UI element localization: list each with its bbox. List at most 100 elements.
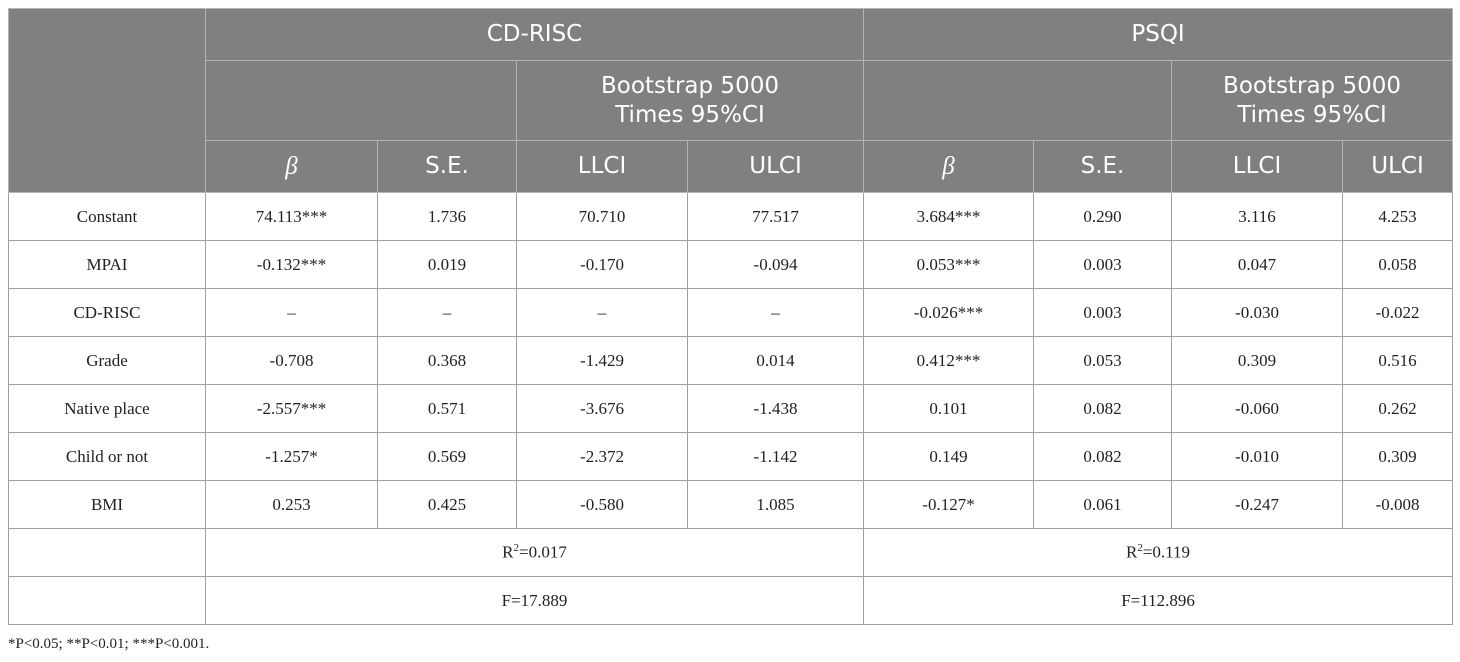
cell: 0.101 [863, 384, 1034, 433]
column-header: β [863, 140, 1034, 193]
data-row: Constant 74.113*** 1.736 70.710 77.517 3.684*… [8, 192, 1454, 241]
column-header: S.E. [377, 140, 517, 193]
cell: 0.412*** [863, 336, 1034, 385]
cell: 0.003 [1033, 288, 1172, 337]
data-row: Native place -2.557*** 0.571 -3.676 -1.438 0.… [8, 384, 1454, 433]
subgroup-header: Bootstrap 5000 Times 95%CI [516, 60, 864, 141]
table-body: Constant 74.113*** 1.736 70.710 77.517 3.684*… [8, 192, 1454, 625]
cell: -0.030 [1171, 288, 1343, 337]
column-header: S.E. [1033, 140, 1172, 193]
r2-sup: 2 [513, 542, 520, 555]
cell: 3.684*** [863, 192, 1034, 241]
r2-cell: R2=0.119 [862, 528, 1454, 577]
cell: -3.676 [516, 384, 688, 433]
r2-row: R2=0.017 R2=0.119 [8, 528, 1454, 577]
cell: -0.008 [1341, 480, 1454, 529]
cell: -0.094 [687, 240, 864, 289]
cell: 0.149 [863, 432, 1034, 481]
row-label: Constant [8, 192, 206, 241]
cell: -2.372 [516, 432, 688, 481]
row-label: MPAI [8, 240, 206, 289]
cell: 0.309 [1171, 336, 1343, 385]
row-label: BMI [8, 480, 206, 529]
column-header: ULCI [687, 140, 864, 193]
cell: – [205, 288, 378, 337]
cell: -0.026*** [863, 288, 1034, 337]
r2-rest: =0.017 [519, 542, 567, 562]
cell: 0.309 [1341, 432, 1454, 481]
group-header: PSQI [862, 8, 1454, 61]
r2-rest: =0.119 [1142, 542, 1191, 562]
cell: – [516, 288, 688, 337]
data-row: MPAI -0.132*** 0.019 -0.170 -0.094 0.053*** 0.… [8, 240, 1454, 289]
empty-header [863, 60, 1172, 141]
cell: 70.710 [516, 192, 688, 241]
data-row: BMI 0.253 0.425 -0.580 1.085 -0.127* 0.061 -0.2… [8, 480, 1454, 529]
cell: 0.290 [1033, 192, 1172, 241]
column-header: LLCI [516, 140, 688, 193]
column-header: ULCI [1341, 140, 1454, 193]
cell: 0.014 [687, 336, 864, 385]
row-label: CD-RISC [8, 288, 206, 337]
cell: 0.003 [1033, 240, 1172, 289]
column-header: β [205, 140, 378, 193]
f-cell: F=17.889 [205, 576, 864, 625]
cell: 0.516 [1341, 336, 1454, 385]
cell: -2.557*** [205, 384, 378, 433]
cell: 77.517 [687, 192, 864, 241]
r2-sup: 2 [1137, 542, 1143, 555]
empty-header [205, 60, 517, 141]
results-table: CD-RISC PSQI Bootstrap 5000 Times 95%CI Boot… [8, 8, 1454, 625]
row-label: Grade [8, 336, 206, 385]
subgroup-line: Bootstrap 5000 [601, 72, 779, 99]
data-row: CD-RISC – – – – -0.026*** 0.003 -0.030 -0.022 [8, 288, 1454, 337]
cell: 4.253 [1341, 192, 1454, 241]
header-row: CD-RISC PSQI [8, 8, 1454, 193]
cell: -0.247 [1171, 480, 1343, 529]
cell: -0.010 [1171, 432, 1343, 481]
r2-base: R [1125, 542, 1138, 562]
header-row: Bootstrap 5000 Times 95%CI Bootstrap 5000 T… [9, 60, 1454, 141]
cell: 0.569 [377, 432, 517, 481]
f-cell: F=112.896 [862, 576, 1454, 625]
cell: 0.262 [1341, 384, 1454, 433]
data-row: Grade -0.708 0.368 -1.429 0.014 0.412*** 0.053… [8, 336, 1454, 385]
cell: -0.170 [516, 240, 688, 289]
cell: -1.429 [516, 336, 688, 385]
group-header: CD-RISC [205, 8, 864, 61]
empty-cell [8, 576, 206, 625]
cell: -0.127* [863, 480, 1034, 529]
cell: – [687, 288, 864, 337]
cell: 0.368 [377, 336, 517, 385]
cell: -1.257* [205, 432, 378, 481]
footnote: *P<0.05; **P<0.01; ***P<0.001. [8, 636, 210, 652]
cell: 0.571 [377, 384, 517, 433]
subgroup-line: Times 95%CI [615, 101, 765, 128]
row-label: Native place [8, 384, 206, 433]
subgroup-line: Times 95%CI [1237, 101, 1387, 128]
header-row: β S.E. LLCI ULCI β S.E. LLCI ULCI [9, 140, 1454, 193]
cell: 0.053*** [863, 240, 1034, 289]
cell: 74.113*** [205, 192, 378, 241]
cell: -0.132*** [205, 240, 378, 289]
r2-cell: R2=0.017 [205, 528, 864, 577]
empty-cell [8, 528, 206, 577]
cell: -1.142 [687, 432, 864, 481]
cell: 0.053 [1033, 336, 1172, 385]
table-header: CD-RISC PSQI Bootstrap 5000 Times 95%CI Boot… [8, 8, 1454, 193]
cell: 1.736 [377, 192, 517, 241]
cell: 0.058 [1341, 240, 1454, 289]
cell: 0.253 [205, 480, 378, 529]
column-header: LLCI [1171, 140, 1343, 193]
corner-cell [8, 8, 206, 193]
row-label: Child or not [8, 432, 206, 481]
cell: -0.022 [1341, 288, 1454, 337]
cell: -0.060 [1171, 384, 1343, 433]
cell: 0.061 [1033, 480, 1172, 529]
cell: -1.438 [687, 384, 864, 433]
cell: 0.047 [1171, 240, 1343, 289]
cell: 1.085 [687, 480, 864, 529]
cell: 0.425 [377, 480, 517, 529]
cell: – [377, 288, 517, 337]
cell: 0.082 [1033, 432, 1172, 481]
